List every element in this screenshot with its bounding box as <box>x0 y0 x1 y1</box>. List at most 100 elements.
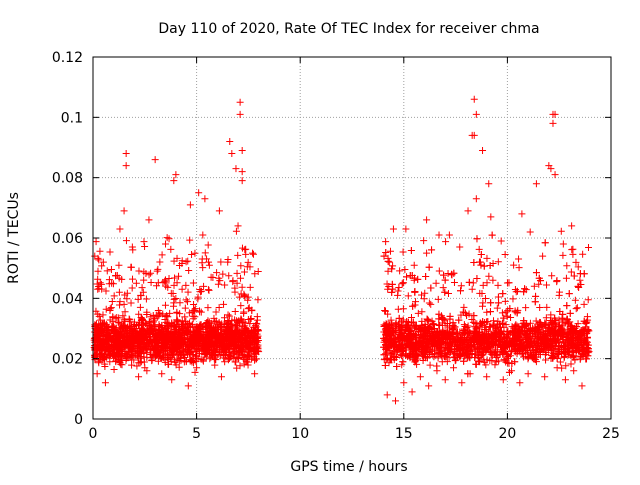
cloud-point <box>394 305 402 313</box>
cloud-point <box>443 320 451 328</box>
cloud-point <box>238 283 246 291</box>
data-point <box>423 249 431 257</box>
data-point <box>551 171 559 179</box>
cloud-point <box>427 284 435 292</box>
cloud-point <box>477 339 485 347</box>
cloud-point <box>156 309 164 317</box>
data-point <box>427 300 435 308</box>
cloud-point <box>142 344 150 352</box>
data-point <box>151 156 159 164</box>
cloud-point <box>437 350 445 358</box>
cloud-point <box>105 352 113 360</box>
cloud-point <box>190 330 198 338</box>
cloud-point <box>92 332 100 340</box>
cloud-point <box>204 304 212 312</box>
cloud-point <box>423 315 431 323</box>
cloud-point <box>122 334 130 342</box>
cloud-point <box>486 323 494 331</box>
cloud-point <box>184 334 192 342</box>
cloud-point <box>503 333 511 341</box>
cloud-point <box>173 308 181 316</box>
cloud-point <box>246 320 254 328</box>
cloud-point <box>508 359 516 367</box>
cloud-point <box>151 328 159 336</box>
cloud-point <box>405 343 413 351</box>
cloud-point <box>488 331 496 339</box>
data-point <box>201 195 209 203</box>
cloud-point <box>399 279 407 287</box>
cloud-point <box>215 346 223 354</box>
cloud-point <box>417 331 425 339</box>
cloud-point <box>136 349 144 357</box>
cloud-point <box>520 353 528 361</box>
cloud-point <box>244 344 252 352</box>
cloud-point <box>487 299 495 307</box>
data-point <box>251 370 259 378</box>
data-point <box>120 300 128 308</box>
cloud-point <box>231 288 239 296</box>
cloud-point <box>161 316 169 324</box>
cloud-point <box>381 336 389 344</box>
cloud-point <box>93 348 101 356</box>
cloud-point <box>228 327 236 335</box>
cloud-point <box>103 267 111 275</box>
data-point <box>539 252 547 260</box>
cloud-point <box>171 334 179 342</box>
data-point <box>510 261 518 269</box>
cloud-point <box>385 323 393 331</box>
cloud-point <box>485 339 493 347</box>
cloud-point <box>421 289 429 297</box>
cloud-point <box>522 304 530 312</box>
data-point <box>472 195 480 203</box>
cloud-point <box>145 271 153 279</box>
data-point <box>385 258 393 266</box>
cloud-point <box>430 353 438 361</box>
data-point <box>479 147 487 155</box>
cloud-point <box>450 353 458 361</box>
cloud-point <box>241 246 249 254</box>
cloud-point <box>425 263 433 271</box>
cloud-point <box>155 330 163 338</box>
data-point <box>195 189 203 197</box>
cloud-point <box>582 319 590 327</box>
cloud-point <box>426 361 434 369</box>
cloud-point <box>479 332 487 340</box>
cloud-point <box>483 254 491 262</box>
cloud-point <box>479 299 487 307</box>
cloud-point <box>244 258 252 266</box>
cloud-point <box>109 334 117 342</box>
cloud-point <box>581 336 589 344</box>
cloud-point <box>571 356 579 364</box>
cloud-point <box>395 283 403 291</box>
cloud-point <box>237 333 245 341</box>
cloud-point <box>163 328 171 336</box>
cloud-point <box>552 323 560 331</box>
cloud-point <box>155 321 163 329</box>
cloud-point <box>459 308 467 316</box>
cloud-point <box>484 336 492 344</box>
cloud-point <box>165 320 173 328</box>
cloud-point <box>456 353 464 361</box>
data-point <box>170 177 178 185</box>
cloud-point <box>124 354 132 362</box>
x-tick-label: 10 <box>291 426 309 442</box>
data-point <box>576 276 584 284</box>
cloud-point <box>245 304 253 312</box>
cloud-point <box>203 322 211 330</box>
cloud-point <box>126 323 134 331</box>
cloud-point <box>173 318 181 326</box>
cloud-point <box>541 351 549 359</box>
cloud-point <box>457 287 465 295</box>
cloud-point <box>199 346 207 354</box>
cloud-point <box>242 250 250 258</box>
cloud-point <box>383 344 391 352</box>
cloud-point <box>143 310 151 318</box>
data-point <box>408 388 416 396</box>
data-point <box>543 303 551 311</box>
cloud-point <box>435 267 443 275</box>
cloud-point <box>198 255 206 263</box>
cloud-point <box>465 329 473 337</box>
cloud-point <box>536 348 544 356</box>
cloud-point <box>457 333 465 341</box>
